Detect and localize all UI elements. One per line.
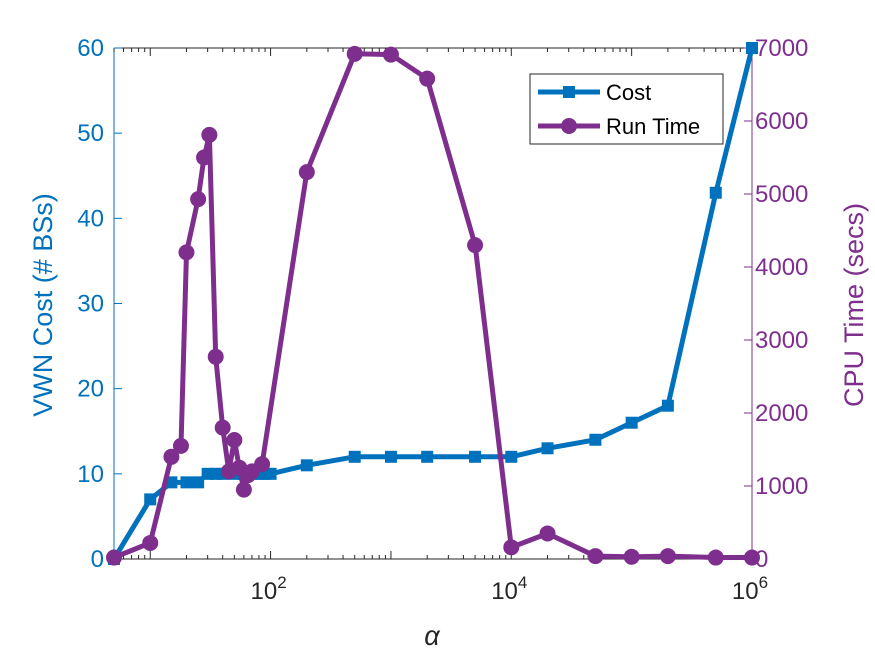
- left-tick-label: 40: [77, 205, 104, 232]
- right-tick-label: 6000: [755, 108, 808, 135]
- x-tick-label: 104: [491, 573, 527, 605]
- left-axis-label: VWN Cost (# BSs): [28, 193, 58, 417]
- series-point: [180, 476, 193, 489]
- right-tick-label: 5000: [755, 181, 808, 208]
- series-point: [300, 459, 313, 472]
- series-point: [384, 450, 397, 463]
- legend-label: Run Time: [606, 114, 700, 139]
- series-point: [190, 191, 207, 208]
- series-point: [659, 548, 676, 565]
- series-cost: [108, 42, 758, 565]
- legend-swatch-marker: [563, 86, 575, 98]
- left-tick-label: 10: [77, 461, 104, 488]
- series-point: [254, 456, 271, 473]
- series-point: [746, 42, 758, 54]
- left-tick-label: 20: [77, 376, 104, 403]
- x-axis-label: α: [424, 621, 441, 651]
- series-point: [589, 433, 602, 446]
- series-point: [226, 432, 243, 449]
- series-point: [348, 450, 361, 463]
- right-axis-label: CPU Time (secs): [839, 203, 869, 407]
- series-point: [505, 450, 518, 463]
- right-tick-label: 2000: [755, 400, 808, 427]
- series-point: [192, 476, 205, 489]
- series-point: [661, 399, 674, 412]
- legend-box: [529, 73, 724, 145]
- series-point: [144, 493, 157, 506]
- series-point: [539, 525, 556, 542]
- series-point: [165, 476, 178, 489]
- left-axis-ticks: 0 10 20 30 40 50 60: [77, 35, 122, 573]
- series-point: [172, 437, 189, 454]
- legend-label: Cost: [606, 80, 651, 105]
- series-point: [625, 416, 638, 429]
- series-point: [503, 539, 520, 556]
- series-point: [587, 548, 604, 565]
- series-point: [744, 549, 760, 566]
- series-point: [421, 450, 434, 463]
- series-point: [419, 70, 436, 87]
- series-point: [214, 419, 231, 436]
- series-point: [178, 244, 195, 261]
- left-tick-label: 30: [77, 291, 104, 318]
- series-point: [707, 549, 724, 566]
- series-point: [541, 442, 554, 455]
- left-tick-label: 0: [91, 546, 104, 573]
- legend: Cost Run Time: [529, 73, 724, 145]
- right-tick-label: 7000: [755, 35, 808, 62]
- left-tick-label: 50: [77, 120, 104, 147]
- series-point: [623, 548, 640, 565]
- series-point: [346, 45, 363, 62]
- left-tick-label: 60: [77, 35, 104, 62]
- series-point: [196, 149, 213, 166]
- series-point: [264, 467, 277, 480]
- series-layer: [106, 42, 760, 566]
- series-point: [298, 164, 315, 181]
- series-point: [382, 46, 399, 63]
- series-point: [709, 186, 722, 199]
- series-point: [106, 549, 122, 566]
- series-point: [201, 126, 218, 143]
- series-point: [207, 348, 224, 365]
- series-point: [142, 534, 159, 551]
- series-point: [163, 448, 180, 465]
- series-point: [467, 237, 484, 254]
- right-tick-label: 1000: [755, 473, 808, 500]
- right-tick-label: 4000: [755, 254, 808, 281]
- series-point: [469, 450, 482, 463]
- legend-swatch-marker: [561, 118, 577, 134]
- series-run-time: [106, 45, 760, 566]
- x-axis-ticks: 102 104 106: [113, 48, 768, 605]
- x-tick-label: 102: [250, 573, 286, 605]
- x-tick-label: 106: [732, 573, 768, 605]
- right-tick-label: 3000: [755, 327, 808, 354]
- series-point: [235, 481, 252, 498]
